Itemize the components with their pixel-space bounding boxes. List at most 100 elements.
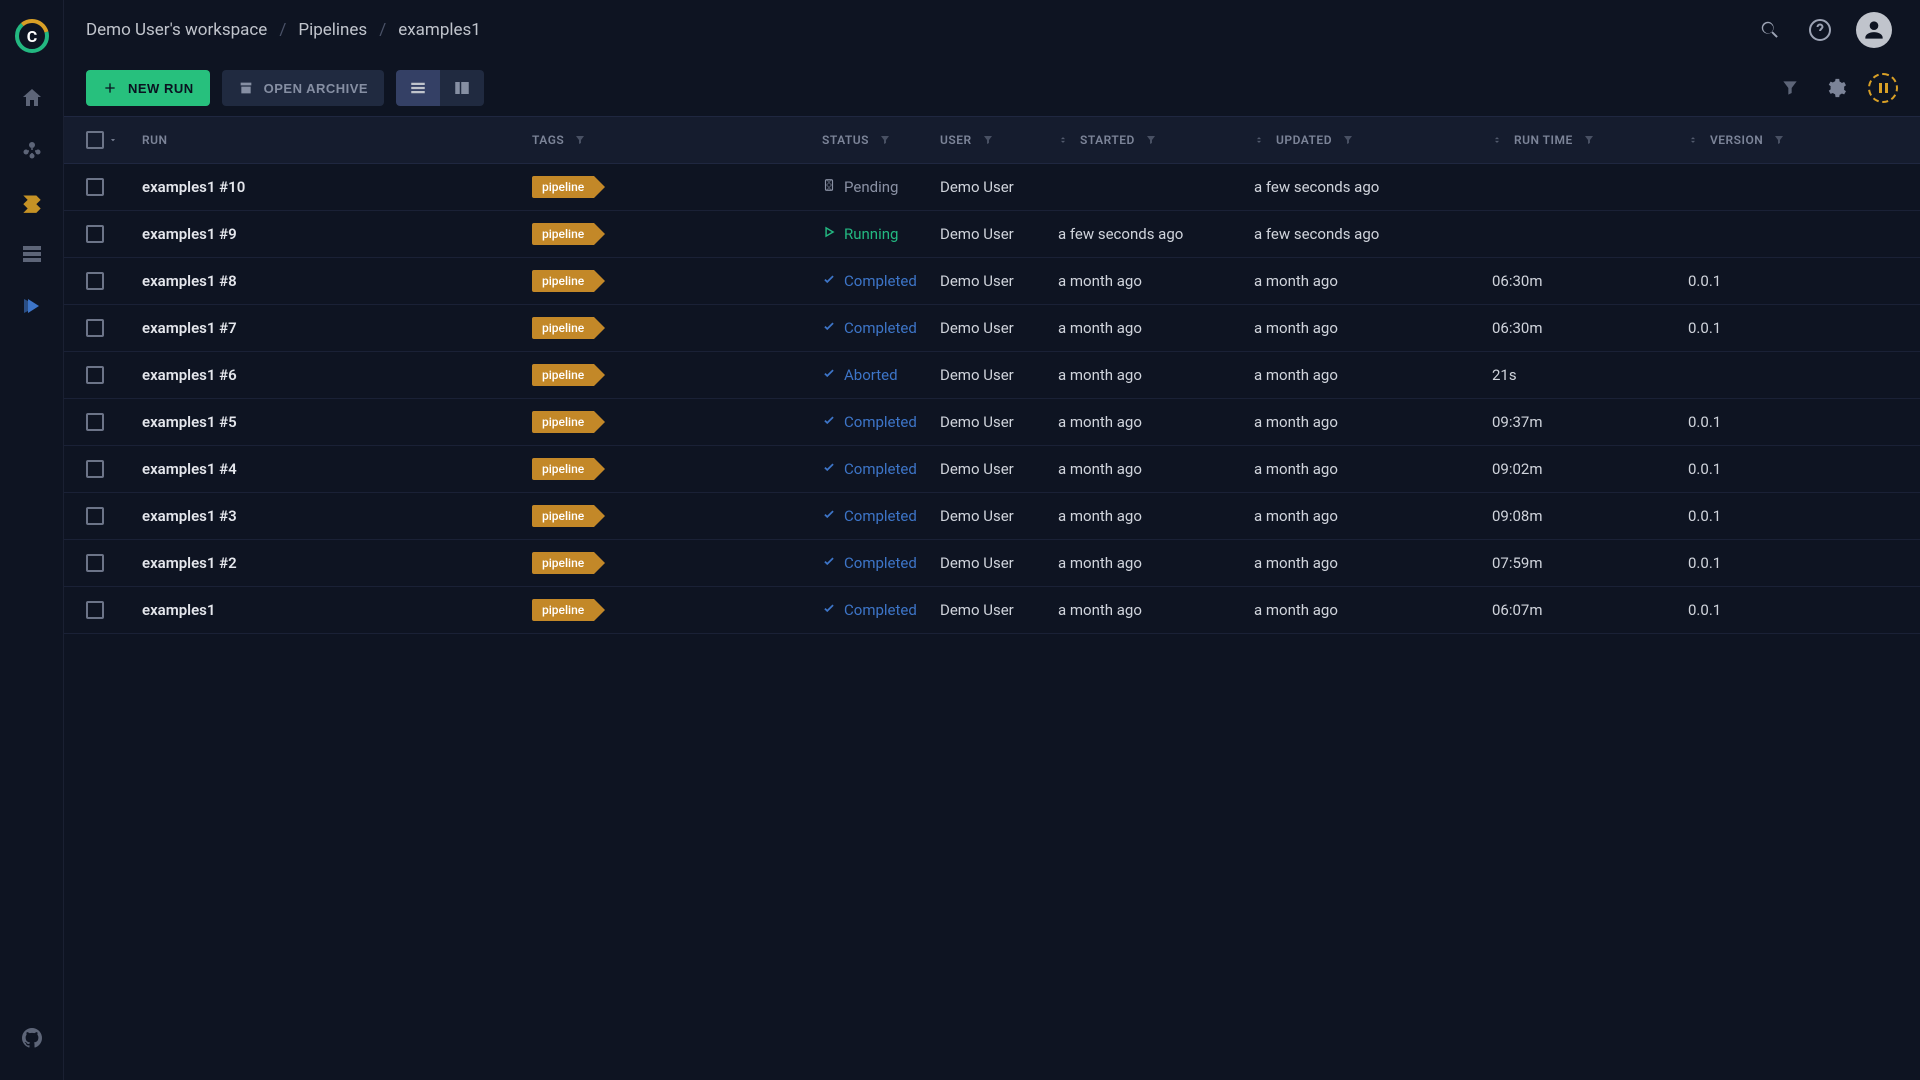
status-aborted: Aborted (822, 366, 940, 384)
tag-pipeline[interactable]: pipeline (532, 317, 594, 339)
row-checkbox[interactable] (86, 413, 104, 431)
row-checkbox[interactable] (86, 272, 104, 290)
row-checkbox[interactable] (86, 225, 104, 243)
list-view-icon (409, 79, 427, 97)
search-icon[interactable] (1756, 16, 1784, 44)
row-checkbox[interactable] (86, 366, 104, 384)
help-icon[interactable] (1806, 16, 1834, 44)
new-run-button[interactable]: NEW RUN (86, 70, 210, 106)
filter-icon[interactable] (1583, 134, 1595, 146)
cell-updated: a month ago (1254, 319, 1492, 337)
cell-version: 0.0.1 (1688, 601, 1898, 619)
gear-icon (1825, 77, 1847, 99)
filter-button[interactable] (1776, 74, 1804, 102)
user-avatar[interactable] (1856, 12, 1892, 48)
column-header-updated[interactable]: UPDATED (1254, 133, 1492, 147)
sort-icon (1688, 134, 1698, 146)
column-header-tags[interactable]: TAGS (532, 133, 822, 147)
filter-icon[interactable] (1145, 134, 1157, 146)
cell-user: Demo User (940, 554, 1058, 572)
open-archive-button[interactable]: OPEN ARCHIVE (222, 70, 384, 106)
cell-user: Demo User (940, 272, 1058, 290)
status-completed: Completed (822, 554, 940, 572)
table-row[interactable]: examples1 #3pipelineCompletedDemo Usera … (64, 493, 1920, 540)
column-header-status[interactable]: STATUS (822, 133, 940, 147)
row-checkbox[interactable] (86, 460, 104, 478)
row-checkbox[interactable] (86, 507, 104, 525)
tag-pipeline[interactable]: pipeline (532, 505, 594, 527)
status-label: Completed (844, 272, 917, 290)
view-list-button[interactable] (396, 70, 440, 106)
table-row[interactable]: examples1 #2pipelineCompletedDemo Usera … (64, 540, 1920, 587)
filter-icon[interactable] (982, 134, 994, 146)
table-row[interactable]: examples1pipelineCompletedDemo Usera mon… (64, 587, 1920, 634)
sidebar: C (0, 0, 64, 1080)
breadcrumb-sep: / (379, 20, 386, 40)
nav-projects[interactable] (12, 130, 52, 170)
tag-pipeline[interactable]: pipeline (532, 223, 594, 245)
table-row[interactable]: examples1 #7pipelineCompletedDemo Usera … (64, 305, 1920, 352)
tag-pipeline[interactable]: pipeline (532, 364, 594, 386)
status-pending: Pending (822, 178, 940, 196)
column-header-runtime[interactable]: RUN TIME (1492, 133, 1688, 147)
row-checkbox[interactable] (86, 601, 104, 619)
autorefresh-button[interactable] (1868, 73, 1898, 103)
row-checkbox[interactable] (86, 178, 104, 196)
nav-home[interactable] (12, 78, 52, 118)
nav-pipelines[interactable] (12, 182, 52, 222)
breadcrumb-pipelines[interactable]: Pipelines (298, 20, 367, 40)
tag-pipeline[interactable]: pipeline (532, 552, 594, 574)
cell-user: Demo User (940, 460, 1058, 478)
row-checkbox[interactable] (86, 554, 104, 572)
column-header-version[interactable]: VERSION (1688, 133, 1898, 147)
filter-icon[interactable] (1342, 134, 1354, 146)
filter-icon[interactable] (879, 134, 891, 146)
tag-pipeline[interactable]: pipeline (532, 599, 594, 621)
breadcrumb-pipeline-name[interactable]: examples1 (398, 20, 481, 40)
table-row[interactable]: examples1 #10pipelinePendingDemo Usera f… (64, 164, 1920, 211)
tag-pipeline[interactable]: pipeline (532, 270, 594, 292)
header: Demo User's workspace / Pipelines / exam… (64, 0, 1920, 60)
tag-pipeline[interactable]: pipeline (532, 411, 594, 433)
run-name: examples1 (142, 601, 215, 619)
nav-workers[interactable] (12, 286, 52, 326)
filter-icon[interactable] (574, 134, 586, 146)
cell-started: a month ago (1058, 272, 1254, 290)
pause-icon (1879, 83, 1888, 93)
app-logo[interactable]: C (12, 16, 52, 56)
cell-updated: a few seconds ago (1254, 225, 1492, 243)
cell-runtime: 09:02m (1492, 460, 1688, 478)
detail-view-icon (453, 79, 471, 97)
select-all-checkbox[interactable] (86, 131, 104, 149)
settings-button[interactable] (1822, 74, 1850, 102)
cell-updated: a month ago (1254, 413, 1492, 431)
filter-icon[interactable] (1773, 134, 1785, 146)
cell-user: Demo User (940, 507, 1058, 525)
cell-runtime: 06:30m (1492, 319, 1688, 337)
status-completed: Completed (822, 507, 940, 525)
table-row[interactable]: examples1 #4pipelineCompletedDemo Usera … (64, 446, 1920, 493)
column-header-user[interactable]: USER (940, 133, 1058, 147)
table-row[interactable]: examples1 #6pipelineAbortedDemo Usera mo… (64, 352, 1920, 399)
cell-started: a month ago (1058, 554, 1254, 572)
run-name: examples1 #5 (142, 413, 237, 431)
status-icon (822, 554, 836, 572)
table-row[interactable]: examples1 #5pipelineCompletedDemo Usera … (64, 399, 1920, 446)
tag-pipeline[interactable]: pipeline (532, 176, 594, 198)
nav-github[interactable] (12, 1018, 52, 1058)
table-row[interactable]: examples1 #9pipelineRunningDemo Usera fe… (64, 211, 1920, 258)
status-icon (822, 601, 836, 619)
run-name: examples1 #6 (142, 366, 237, 384)
nav-datasets[interactable] (12, 234, 52, 274)
chevron-down-icon[interactable] (108, 135, 118, 145)
table-header: RUN TAGS STATUS USER STARTED UPDATED (64, 116, 1920, 164)
table-row[interactable]: examples1 #8pipelineCompletedDemo Usera … (64, 258, 1920, 305)
column-header-started[interactable]: STARTED (1058, 133, 1254, 147)
view-toggle (396, 70, 484, 106)
row-checkbox[interactable] (86, 319, 104, 337)
column-header-run[interactable]: RUN (142, 133, 532, 147)
tag-pipeline[interactable]: pipeline (532, 458, 594, 480)
breadcrumb-workspace[interactable]: Demo User's workspace (86, 20, 267, 40)
cell-version: 0.0.1 (1688, 460, 1898, 478)
view-detail-button[interactable] (440, 70, 484, 106)
